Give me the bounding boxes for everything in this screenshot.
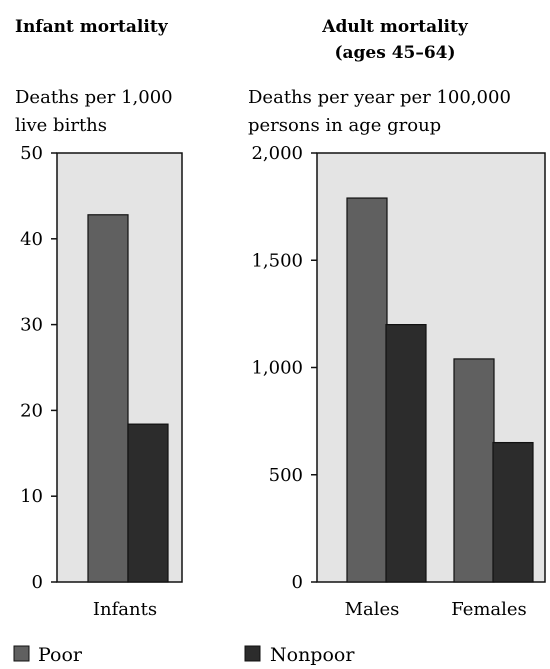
adult-bar-nonpoor-females — [492, 441, 534, 583]
adult-category-label: Females — [451, 599, 527, 620]
adult-bar-poor-males — [346, 197, 388, 583]
adult-ytick-label: 1,500 — [251, 250, 303, 271]
adult-ytick-label: 0 — [292, 572, 303, 593]
infant-ytick-label: 30 — [20, 315, 43, 336]
adult-ytick-label: 500 — [269, 465, 303, 486]
legend-label-poor: Poor — [38, 644, 83, 666]
infant-ylabel-line-1: Deaths per 1,000 — [15, 87, 173, 108]
infant-ytick-label: 40 — [20, 229, 43, 250]
legend: Poor Nonpoor — [13, 644, 355, 666]
adult-ytick-label: 1,000 — [251, 358, 303, 379]
infant-ytick-label: 10 — [20, 486, 43, 507]
legend-swatch-poor — [13, 645, 30, 662]
adult-chart-title-line-2: (ages 45–64) — [334, 43, 455, 63]
adult-ylabel-line-1: Deaths per year per 100,000 — [248, 87, 511, 108]
infant-mortality-plot: 0 10 20 30 40 50 Infants — [20, 143, 183, 620]
infant-bar-poor-infants — [87, 214, 129, 583]
adult-chart-title-line-1: Adult mortality — [321, 17, 469, 37]
infant-bar-nonpoor-infants — [127, 423, 169, 583]
adult-bar-nonpoor-males — [385, 324, 427, 583]
infant-ytick-label: 50 — [20, 143, 43, 164]
infant-category-label: Infants — [93, 599, 157, 620]
adult-category-label: Males — [345, 599, 400, 620]
legend-label-nonpoor: Nonpoor — [270, 644, 355, 666]
infant-chart-title: Infant mortality — [15, 17, 169, 37]
adult-mortality-plot: 0 500 1,000 1,500 2,000 Males Females — [251, 143, 546, 620]
adult-ylabel-line-2: persons in age group — [248, 115, 441, 136]
infant-ytick-label: 0 — [32, 572, 43, 593]
infant-ylabel-line-2: live births — [15, 115, 107, 136]
infant-ytick-label: 20 — [20, 400, 43, 421]
legend-swatch-nonpoor — [244, 645, 261, 662]
adult-bar-poor-females — [453, 358, 495, 583]
adult-ytick-label: 2,000 — [251, 143, 303, 164]
